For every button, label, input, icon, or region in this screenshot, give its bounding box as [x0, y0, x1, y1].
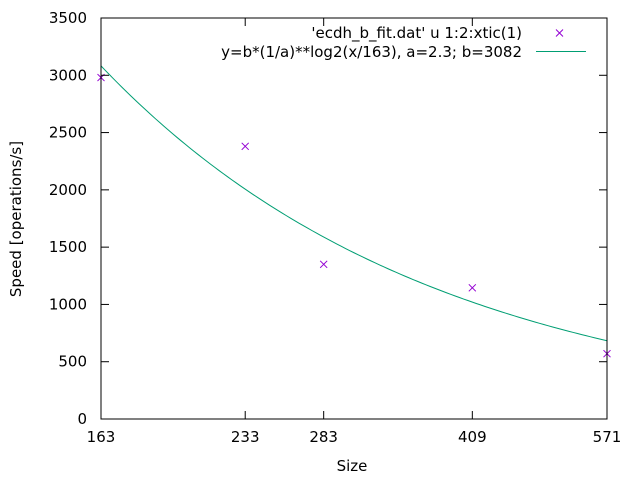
y-tick-label: 1500 — [49, 238, 87, 256]
x-tick-label: 283 — [309, 428, 338, 446]
data-points-layer — [97, 73, 611, 358]
y-tick-label: 3500 — [49, 9, 87, 27]
plot-border — [100, 17, 608, 420]
x-tick-label: 571 — [593, 428, 622, 446]
legend-label-data: 'ecdh_b_fit.dat' u 1:2:xtic(1) — [311, 24, 522, 43]
x-axis-ticks: 163 233 283 409 571 — [87, 18, 622, 446]
legend-marker-x-icon — [555, 29, 564, 37]
legend-label-fit: y=b*(1/a)**log2(x/163), a=2.3; b=3082 — [221, 43, 522, 61]
y-axis-ticks: 0 500 1000 1500 2000 2500 3000 3500 — [49, 9, 607, 428]
x-tick-label: 163 — [87, 428, 116, 446]
y-tick-label: 2000 — [49, 181, 87, 199]
x-tick-label: 409 — [458, 428, 487, 446]
data-point — [468, 283, 477, 292]
legend: 'ecdh_b_fit.dat' u 1:2:xtic(1) y=b*(1/a)… — [221, 24, 586, 61]
fit-line-layer — [100, 65, 608, 342]
y-tick-label: 3000 — [49, 66, 87, 84]
y-tick-label: 500 — [58, 353, 87, 371]
x-axis-label: Size — [337, 457, 368, 475]
fit-curve — [100, 65, 608, 342]
data-point — [241, 142, 250, 151]
data-point — [319, 260, 328, 269]
x-tick-label: 233 — [231, 428, 260, 446]
y-tick-label: 1000 — [49, 295, 87, 313]
y-tick-label: 2500 — [49, 124, 87, 142]
y-tick-label: 0 — [77, 410, 87, 428]
y-axis-label: Speed [operations/s] — [7, 141, 25, 297]
